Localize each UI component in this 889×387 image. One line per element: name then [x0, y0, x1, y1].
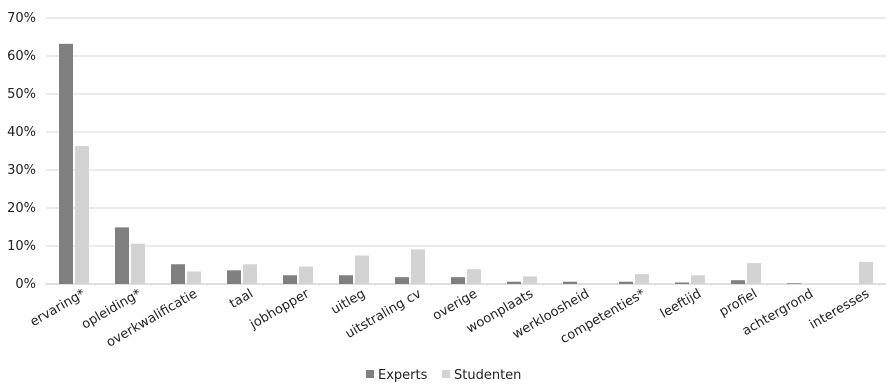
bar-experts-7	[451, 277, 465, 284]
bar-studenten-1	[131, 243, 145, 284]
legend-label-studenten: Studenten	[454, 368, 521, 383]
bar-studenten-12	[747, 263, 761, 284]
bar-experts-12	[731, 280, 745, 284]
x-tick-label: profiel	[717, 286, 760, 320]
bar-studenten-8	[523, 276, 537, 284]
bar-studenten-0	[75, 146, 89, 284]
bar-studenten-5	[355, 255, 369, 284]
x-tick-label: leeftijd	[658, 286, 704, 321]
bars	[59, 43, 873, 285]
bar-experts-11	[675, 282, 689, 284]
y-tick-label: 50%	[7, 87, 36, 102]
bar-studenten-11	[691, 275, 705, 284]
y-axis: 0% 10% 20% 30% 40% 50% 60% 70%	[7, 11, 36, 292]
bar-studenten-7	[467, 269, 481, 284]
y-tick-label: 70%	[7, 11, 36, 26]
legend-swatch-experts	[366, 370, 374, 378]
bar-studenten-4	[299, 266, 313, 284]
bar-studenten-14	[859, 261, 873, 284]
bar-experts-0	[59, 43, 73, 285]
bar-experts-2	[171, 264, 185, 284]
legend: Experts Studenten	[366, 368, 521, 383]
bar-studenten-2	[187, 271, 201, 284]
y-tick-label: 60%	[7, 49, 36, 64]
x-tick-label: ervaring*	[28, 286, 89, 330]
bar-experts-13	[787, 283, 801, 284]
bar-experts-4	[283, 275, 297, 284]
bar-studenten-10	[635, 274, 649, 284]
bar-experts-5	[339, 275, 353, 284]
bar-experts-9	[563, 281, 577, 284]
bar-experts-6	[395, 277, 409, 284]
x-tick-label: jobhopper	[247, 286, 313, 333]
bar-experts-10	[619, 281, 633, 284]
y-tick-label: 30%	[7, 163, 36, 178]
x-axis: ervaring*opleiding*overkwalificatie taalj…	[28, 286, 872, 350]
bar-experts-1	[115, 227, 129, 284]
legend-swatch-studenten	[442, 370, 450, 378]
gridlines	[46, 17, 886, 285]
bar-experts-8	[507, 281, 521, 284]
x-tick-label: taal	[227, 286, 256, 311]
x-tick-label: uitleg	[329, 286, 368, 317]
y-tick-label: 40%	[7, 125, 36, 140]
bar-studenten-6	[411, 249, 425, 284]
bar-studenten-3	[243, 264, 257, 284]
y-tick-label: 20%	[7, 201, 36, 216]
x-tick-label: interesses	[807, 286, 872, 332]
y-tick-label: 0%	[15, 277, 36, 292]
y-tick-label: 10%	[7, 239, 36, 254]
legend-label-experts: Experts	[378, 368, 428, 383]
bar-experts-3	[227, 270, 241, 284]
